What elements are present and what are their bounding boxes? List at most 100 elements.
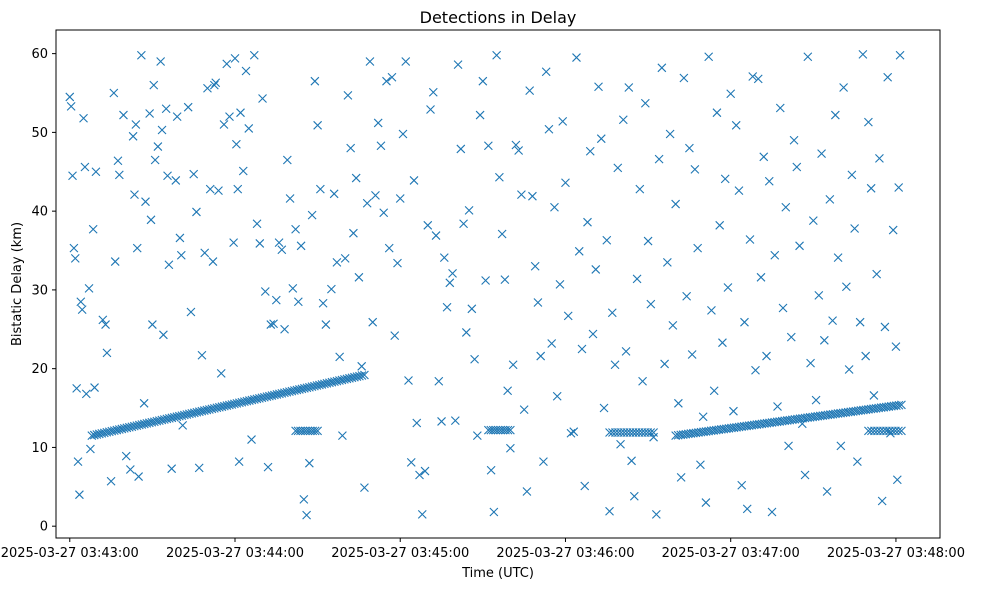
data-point — [503, 386, 513, 396]
data-point — [178, 420, 188, 430]
data-point — [157, 125, 167, 135]
data-point — [541, 67, 551, 77]
data-point — [285, 194, 295, 203]
data-point — [169, 412, 179, 422]
data-point — [836, 441, 846, 451]
data-point — [497, 229, 507, 239]
data-point — [287, 386, 297, 396]
data-point — [453, 60, 463, 70]
data-point — [275, 389, 284, 399]
data-point — [704, 52, 714, 62]
data-point — [417, 509, 427, 519]
data-point — [861, 351, 871, 361]
data-point — [778, 303, 788, 313]
data-point — [202, 405, 212, 415]
data-point — [806, 358, 815, 368]
data-point — [594, 82, 603, 92]
data-point — [550, 202, 559, 212]
data-point — [203, 83, 212, 93]
data-point — [872, 269, 882, 279]
data-point — [75, 490, 84, 500]
y-tick-label: 30 — [31, 283, 48, 298]
y-tick-label: 0 — [40, 520, 48, 535]
data-point — [224, 400, 234, 410]
data-point — [164, 260, 174, 270]
data-point — [280, 388, 289, 398]
data-point — [113, 156, 123, 166]
data-point — [624, 83, 634, 92]
data-point — [172, 112, 182, 122]
data-point — [822, 487, 832, 496]
data-point — [244, 124, 254, 133]
data-point — [189, 169, 199, 179]
data-point — [260, 287, 270, 296]
data-point — [472, 431, 482, 441]
data-point — [305, 382, 314, 392]
data-point — [182, 410, 192, 419]
data-point — [786, 332, 796, 342]
data-point — [618, 115, 628, 125]
data-point — [371, 191, 380, 200]
data-point — [270, 390, 279, 400]
data-point — [79, 113, 88, 123]
data-point — [127, 422, 137, 432]
data-point — [269, 319, 278, 329]
y-tick-label: 60 — [31, 47, 48, 62]
data-point — [894, 183, 904, 192]
data-point — [232, 398, 242, 408]
data-point — [107, 426, 117, 436]
data-point — [209, 403, 219, 413]
data-point — [227, 400, 237, 409]
data-point — [707, 305, 716, 315]
data-point — [125, 465, 135, 474]
data-point — [282, 387, 292, 397]
data-point — [244, 396, 254, 405]
data-point — [742, 504, 752, 514]
data-point — [65, 92, 75, 102]
data-point — [877, 496, 887, 506]
data-point — [726, 89, 736, 99]
data-point — [478, 76, 488, 86]
data-point — [134, 472, 144, 481]
data-point — [290, 386, 299, 395]
data-point — [574, 246, 584, 256]
data-point — [230, 53, 240, 63]
data-point — [209, 80, 219, 90]
data-point — [122, 423, 132, 433]
x-tick-label: 2025-03-27 03:43:00 — [1, 546, 139, 561]
data-point — [712, 108, 722, 118]
data-point — [734, 186, 744, 196]
data-point — [297, 384, 307, 394]
data-point — [671, 199, 681, 209]
data-point — [119, 110, 128, 120]
data-point — [263, 462, 273, 472]
data-point — [310, 76, 320, 86]
data-point — [89, 430, 99, 440]
data-point — [241, 66, 251, 76]
data-point — [76, 297, 86, 307]
data-point — [219, 120, 229, 129]
data-point — [773, 402, 782, 411]
data-point — [693, 243, 703, 253]
data-point — [139, 398, 149, 408]
data-point — [687, 350, 697, 359]
data-point — [563, 311, 573, 321]
data-point — [318, 298, 328, 308]
data-point — [572, 53, 581, 62]
data-point — [875, 153, 884, 163]
data-point — [90, 383, 99, 392]
data-point — [291, 224, 300, 234]
data-point — [764, 176, 774, 186]
data-point — [629, 491, 639, 501]
data-point — [789, 135, 799, 145]
data-point — [302, 383, 312, 393]
data-point — [207, 404, 217, 414]
data-point — [569, 427, 579, 437]
data-point — [665, 129, 675, 139]
data-point — [362, 198, 372, 208]
data-point — [212, 403, 222, 413]
data-point — [770, 250, 780, 260]
data-point — [249, 50, 259, 60]
data-point — [360, 370, 369, 380]
